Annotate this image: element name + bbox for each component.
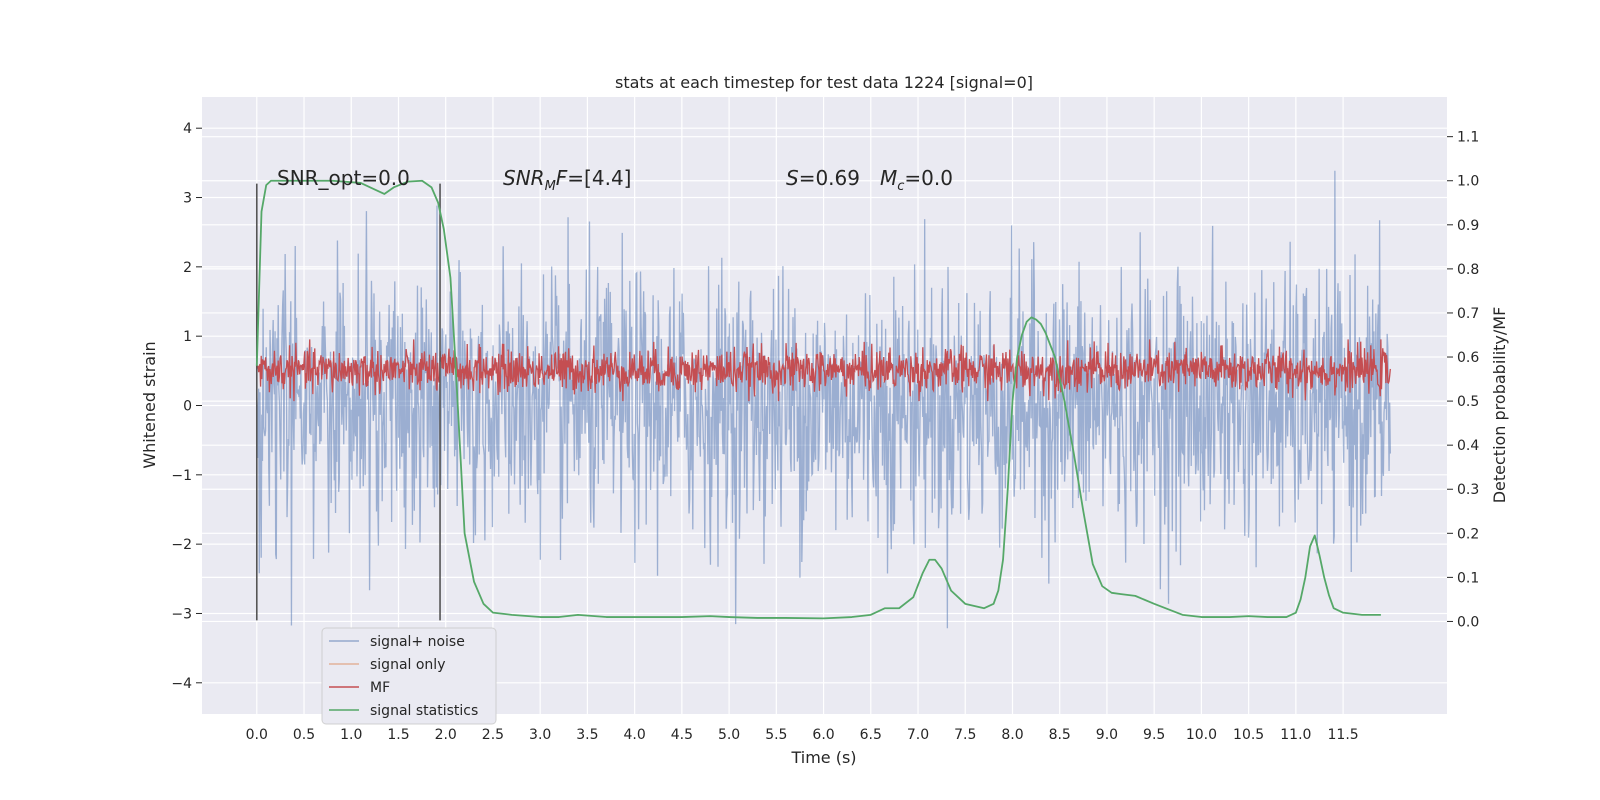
- x-tick-label: 0.0: [246, 727, 268, 743]
- series-mf: [256, 339, 1391, 402]
- x-tick-label: 11.5: [1328, 727, 1359, 743]
- annotation-snr-mf: SNRMF=[4.4]: [503, 166, 631, 194]
- annotation-s: S=0.69: [786, 166, 860, 190]
- y-right-tick-label: 0.1: [1457, 570, 1479, 586]
- x-tick-label: 3.5: [576, 727, 598, 743]
- x-tick-label: 4.5: [671, 727, 693, 743]
- legend-frame: [321, 627, 497, 725]
- annotation-s-symbol: S: [786, 166, 799, 190]
- x-tick-label: 0.5: [293, 727, 315, 743]
- x-tick-label: 6.0: [812, 727, 834, 743]
- x-tick-label: 2.5: [482, 727, 504, 743]
- annotation-snr-mf-base: SNR: [503, 166, 545, 190]
- y-tick-label: 0: [183, 399, 192, 415]
- y-right-tick-label: 0.8: [1457, 262, 1479, 278]
- annotation-mc-value: =0.0: [904, 166, 953, 190]
- x-tick-label: 10.0: [1186, 727, 1217, 743]
- y-tick-label: −3: [171, 606, 192, 622]
- x-tick-label: 10.5: [1233, 727, 1264, 743]
- annotation-mc-symbol: M: [880, 166, 897, 190]
- x-tick-label: 9.5: [1143, 727, 1165, 743]
- annotation-snr-mf-f: F: [556, 166, 568, 190]
- y-tick-label: −4: [171, 676, 192, 692]
- legend-label-signal-only: signal only: [370, 657, 445, 673]
- mf-line: [256, 339, 1391, 402]
- y-right-tick-label: 1.0: [1457, 174, 1479, 190]
- x-tick-label: 5.5: [765, 727, 787, 743]
- annotation-s-value: =0.69: [799, 166, 860, 190]
- y-tick-label: −2: [171, 537, 192, 553]
- annotation-snr-mf-sub: M: [545, 179, 556, 194]
- y-tick-label: 2: [183, 260, 192, 276]
- x-tick-label: 9.0: [1096, 727, 1118, 743]
- x-tick-label: 6.5: [860, 727, 882, 743]
- annotation-mc-sub: c: [897, 179, 904, 194]
- x-tick-label: 11.0: [1280, 727, 1311, 743]
- signal-statistics-line: [255, 179, 1381, 620]
- x-tick-label: 1.0: [340, 727, 362, 743]
- y-right-tick-label: 0.3: [1457, 482, 1479, 498]
- x-tick-label: 2.0: [435, 727, 457, 743]
- y-right-tick-label: 0.9: [1457, 218, 1479, 234]
- annotation-snr-mf-value: =[4.4]: [567, 166, 631, 190]
- y-right-tick-label: 0.2: [1457, 526, 1479, 542]
- x-tick-label: 8.0: [1001, 727, 1023, 743]
- y-axis-label: Whitened strain: [140, 341, 159, 468]
- y-right-tick-label: 0.5: [1457, 394, 1479, 410]
- x-tick-label: 3.0: [529, 727, 551, 743]
- x-tick-label: 5.0: [718, 727, 740, 743]
- x-tick-label: 7.0: [907, 727, 929, 743]
- legend-label-signal-statistics: signal statistics: [370, 703, 478, 719]
- signal-noise-line: [256, 170, 1391, 629]
- y-axis-right-label: Detection probability/MF: [1490, 307, 1509, 504]
- y-right-tick-label: 0.6: [1457, 350, 1479, 366]
- legend: signal+ noise signal only MF signal stat…: [321, 627, 497, 725]
- x-tick-label: 1.5: [387, 727, 409, 743]
- x-tick-label: 4.0: [623, 727, 645, 743]
- y-right-tick-label: 0.4: [1457, 438, 1479, 454]
- y-tick-label: 3: [183, 191, 192, 207]
- chart-title: stats at each timestep for test data 122…: [615, 73, 1033, 92]
- x-tick-label: 8.5: [1049, 727, 1071, 743]
- legend-label-signal-noise: signal+ noise: [370, 634, 465, 650]
- x-axis-label: Time (s): [790, 748, 856, 767]
- x-tick-label: 7.5: [954, 727, 976, 743]
- series-signal-statistics: [255, 179, 1381, 620]
- window-lines: [255, 183, 441, 621]
- y-right-tick-label: 0.7: [1457, 306, 1479, 322]
- y-right-tick-label: 1.1: [1457, 130, 1479, 146]
- y-tick-label: −1: [171, 468, 192, 484]
- y-right-tick-label: 0.0: [1457, 614, 1479, 630]
- series-signal-noise: [256, 170, 1391, 629]
- y-tick-label: 4: [183, 121, 192, 137]
- y-tick-label: 1: [183, 329, 192, 345]
- legend-label-mf: MF: [370, 680, 390, 696]
- annotation-snr-opt: SNR_opt=0.0: [277, 166, 410, 190]
- annotation-mc: Mc=0.0: [880, 166, 953, 194]
- axis-ticks: 0.0 0.5 1.0 1.5 2.0 2.5 3.0 3.5 4.0 4.5 5.0 5.5 6.0 6…: [171, 121, 1479, 743]
